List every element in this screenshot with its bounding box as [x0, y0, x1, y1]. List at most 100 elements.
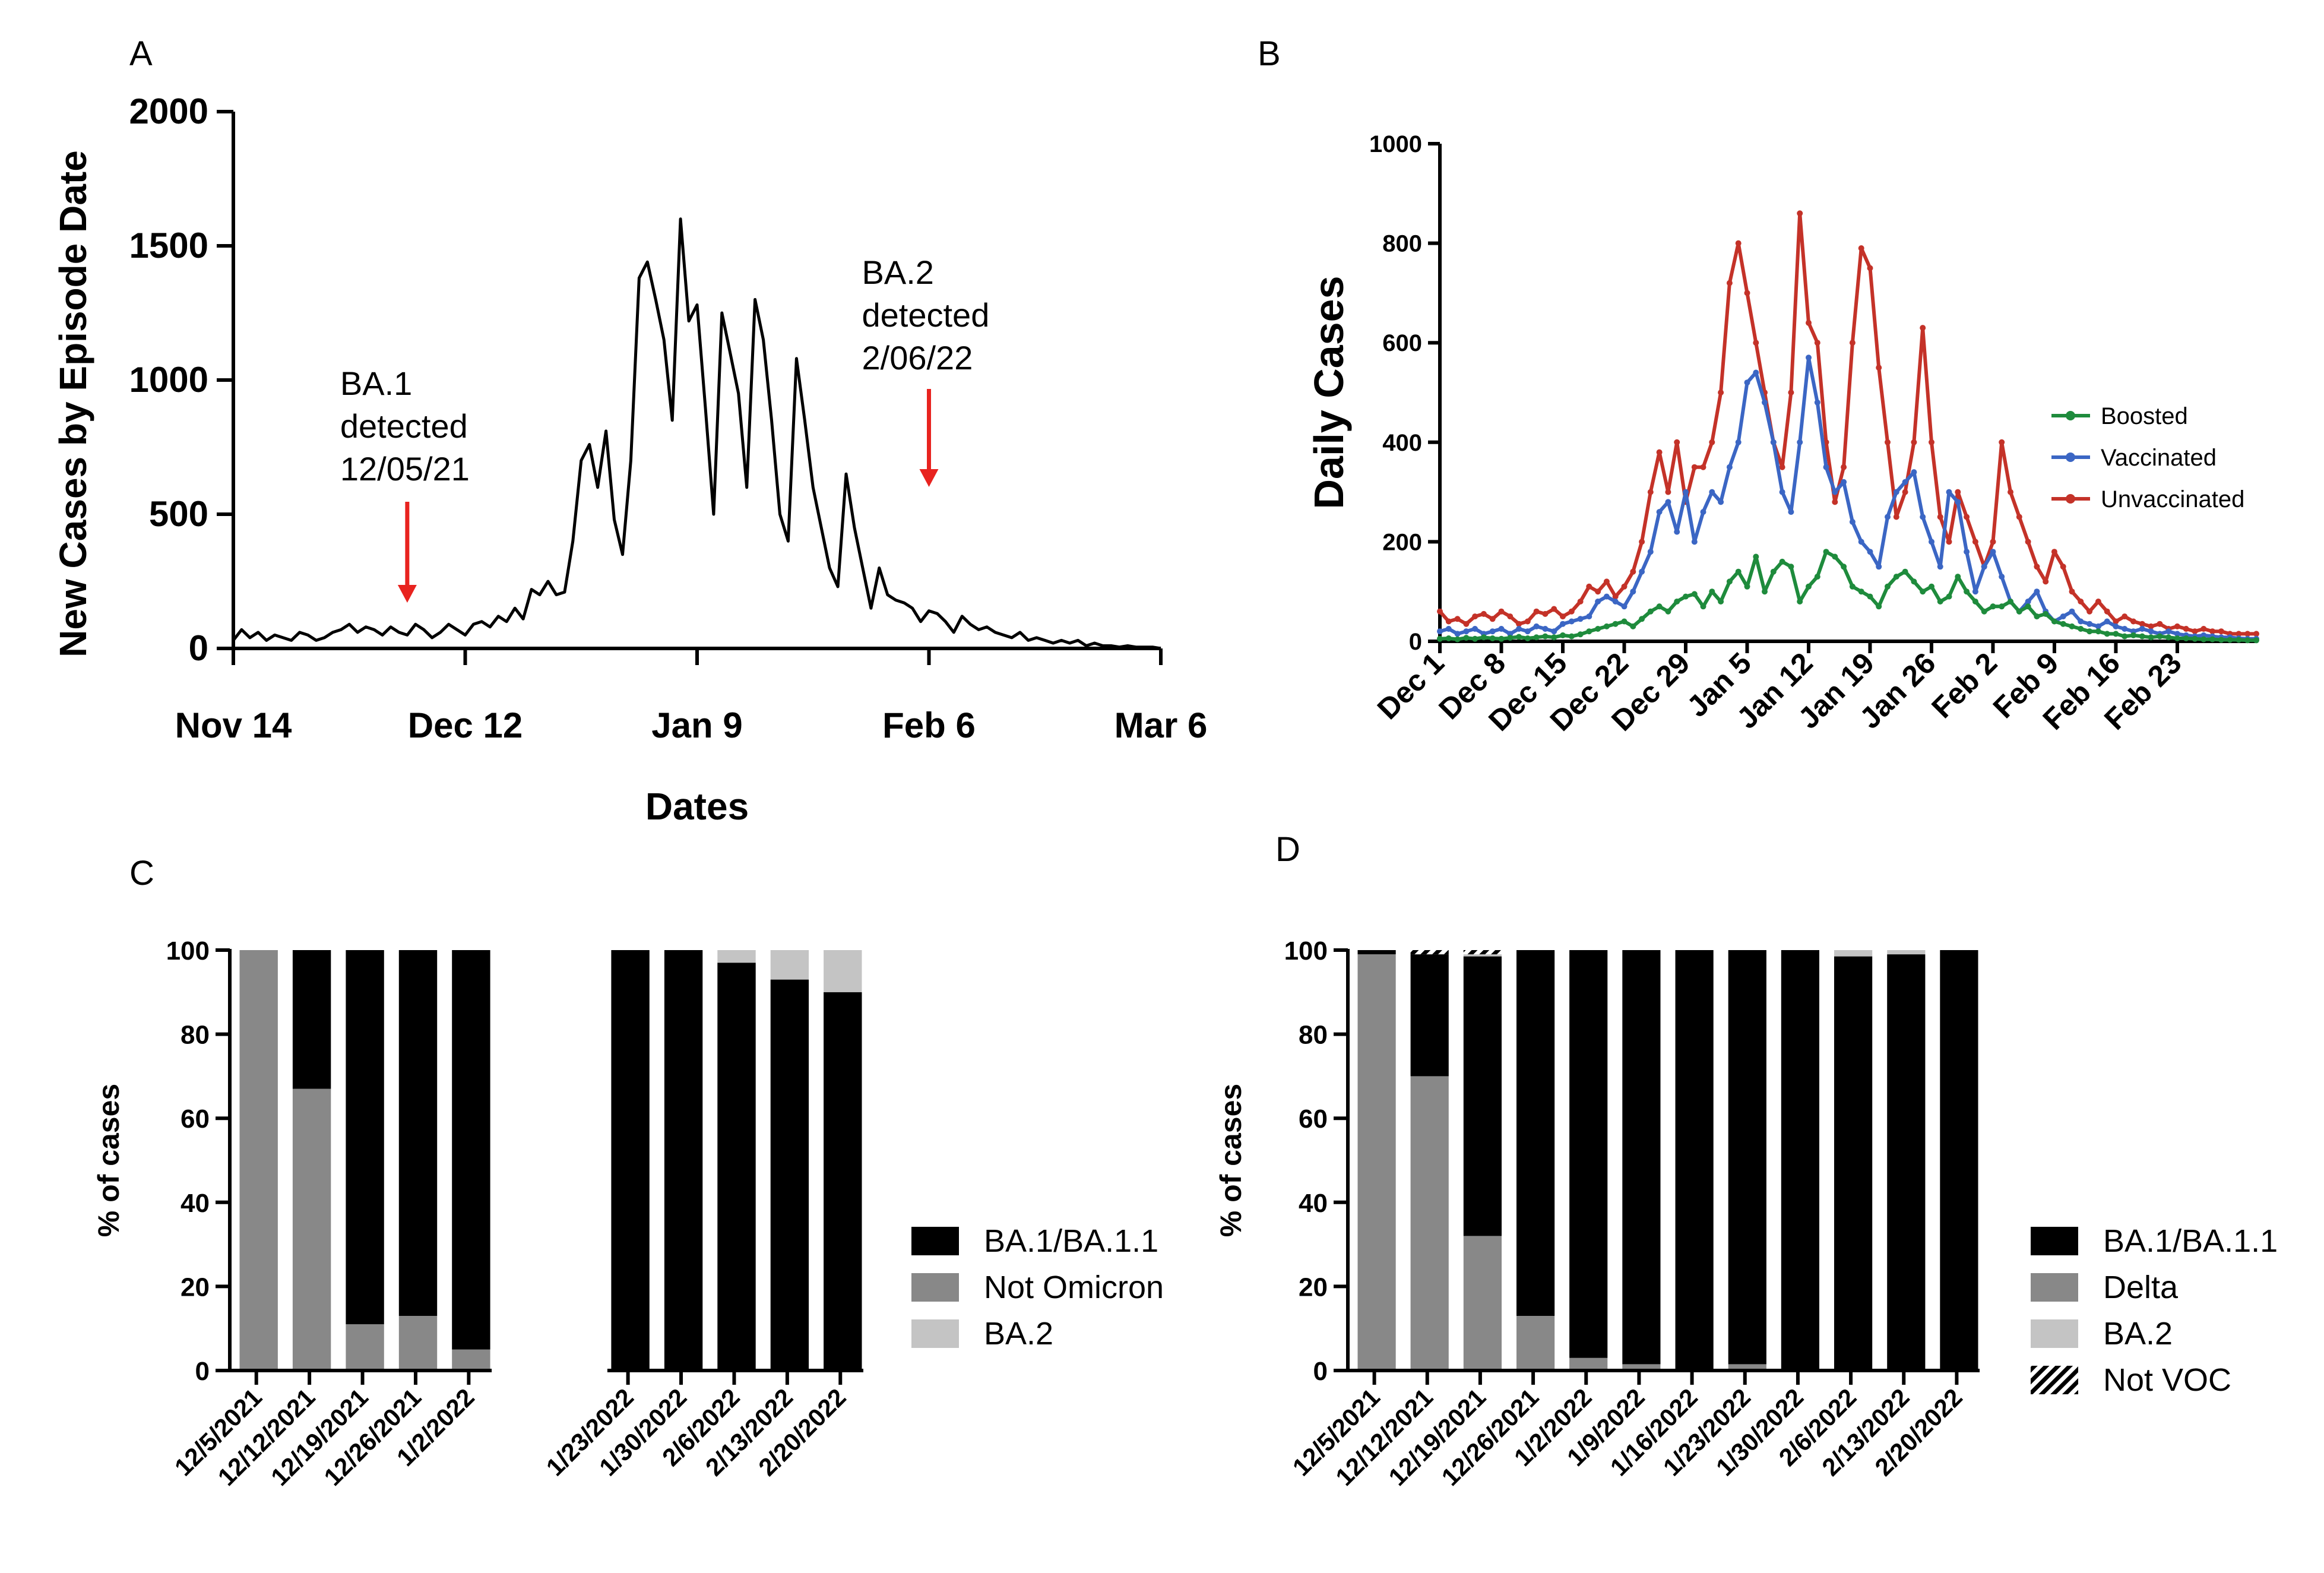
- legend-marker-unvaccinated: [2066, 494, 2075, 504]
- data-point-vaccinated: [1832, 489, 1838, 495]
- bar-segment-delta: [1357, 954, 1396, 1371]
- x-tick-label: Dec 1: [1371, 646, 1451, 726]
- data-point-vaccinated: [2078, 618, 2084, 625]
- data-point-unvaccinated: [1472, 613, 1478, 620]
- bar-segment-ba-2: [717, 950, 756, 963]
- data-point-unvaccinated: [2157, 621, 2163, 627]
- y-tick-label: 500: [149, 494, 208, 534]
- y-tick-label: 600: [1382, 330, 1422, 356]
- y-tick-label: 1000: [129, 360, 208, 400]
- bar-segment-ba-1-ba-1-1: [1781, 950, 1819, 1371]
- data-point-vaccinated: [1744, 379, 1750, 386]
- data-point-unvaccinated: [1867, 265, 1873, 271]
- data-point-unvaccinated: [1779, 464, 1785, 470]
- data-point-unvaccinated: [1955, 489, 1961, 495]
- data-point-vaccinated: [2095, 623, 2101, 629]
- data-point-unvaccinated: [1524, 618, 1531, 625]
- data-point-vaccinated: [2069, 608, 2075, 615]
- data-point-vaccinated: [1700, 509, 1706, 515]
- data-point-vaccinated: [1823, 464, 1829, 470]
- data-point-vaccinated: [1735, 439, 1742, 445]
- data-point-vaccinated: [1972, 588, 1978, 595]
- data-point-unvaccinated: [2034, 564, 2040, 570]
- data-point-vaccinated: [1718, 499, 1724, 505]
- data-point-vaccinated: [1920, 514, 1926, 520]
- data-point-boosted: [2165, 634, 2172, 641]
- data-point-vaccinated: [1893, 489, 1899, 495]
- data-point-boosted: [1507, 635, 1514, 641]
- bar-segment-ba-1-ba-1-1: [1357, 950, 1396, 955]
- data-point-unvaccinated: [1946, 539, 1952, 545]
- data-point-vaccinated: [1577, 616, 1584, 622]
- data-point-vaccinated: [1630, 588, 1636, 595]
- data-point-boosted: [1683, 593, 1689, 600]
- data-point-boosted: [2104, 631, 2110, 637]
- data-point-unvaccinated: [1630, 568, 1636, 575]
- data-point-boosted: [1885, 583, 1891, 590]
- bar-segment-not-voc: [1463, 950, 1502, 955]
- data-point-boosted: [1753, 553, 1759, 560]
- data-point-vaccinated: [1911, 469, 1917, 476]
- legend-label-delta: Delta: [2103, 1270, 2179, 1305]
- data-point-unvaccinated: [1876, 365, 1882, 371]
- y-tick-label: 2000: [129, 91, 208, 131]
- data-point-boosted: [1542, 633, 1549, 640]
- data-point-vaccinated: [1981, 564, 1987, 570]
- y-tick-label: 1000: [1369, 131, 1422, 157]
- data-point-vaccinated: [1929, 539, 1934, 545]
- data-point-unvaccinated: [2008, 489, 2013, 495]
- data-point-boosted: [1735, 568, 1742, 575]
- data-point-boosted: [1893, 574, 1899, 580]
- data-point-boosted: [2078, 626, 2084, 632]
- data-point-boosted: [1700, 603, 1706, 610]
- x-tick-label: Feb 6: [882, 705, 976, 745]
- data-point-unvaccinated: [2130, 618, 2136, 625]
- data-point-vaccinated: [1516, 626, 1522, 632]
- annotation-text: BA.2: [862, 254, 934, 291]
- bar-segment-delta: [1569, 1357, 1608, 1371]
- data-point-vaccinated: [1858, 539, 1864, 545]
- data-point-vaccinated: [1937, 564, 1943, 570]
- data-point-vaccinated: [1551, 628, 1557, 635]
- data-point-boosted: [1972, 599, 1978, 604]
- data-point-boosted: [1445, 635, 1452, 641]
- data-point-vaccinated: [1726, 464, 1733, 470]
- series-line-new-cases: [232, 217, 1161, 650]
- data-point-boosted: [1849, 583, 1856, 590]
- series-line-unvaccinated: [1438, 211, 2256, 636]
- data-point-boosted: [2060, 621, 2066, 627]
- data-point-vaccinated: [1683, 489, 1689, 495]
- annotation-text: 2/06/22: [862, 339, 973, 376]
- data-point-vaccinated: [2060, 613, 2066, 620]
- data-point-vaccinated: [2165, 628, 2172, 635]
- data-point-unvaccinated: [1929, 439, 1934, 445]
- data-point-boosted: [1454, 636, 1461, 643]
- data-point-boosted: [1744, 583, 1750, 590]
- legend-label-ba-1-ba-1-1: BA.1/BA.1.1: [984, 1223, 1158, 1259]
- data-point-vaccinated: [2104, 618, 2110, 625]
- bar-segment-ba-1-ba-1-1: [717, 963, 756, 1371]
- bar-segment-ba-1-ba-1-1: [1569, 950, 1608, 1358]
- x-tick-label: Jan 9: [651, 705, 742, 745]
- panel-label-c: C: [129, 854, 154, 892]
- data-point-unvaccinated: [1814, 340, 1820, 346]
- panel-label-a: A: [129, 34, 153, 73]
- data-point-boosted: [1498, 635, 1505, 642]
- annotation-text: 12/05/21: [340, 450, 470, 488]
- data-point-boosted: [1603, 623, 1610, 629]
- data-point-unvaccinated: [2095, 599, 2101, 604]
- data-point-vaccinated: [1946, 489, 1952, 495]
- data-point-boosted: [2043, 610, 2049, 617]
- data-point-vaccinated: [1770, 439, 1777, 445]
- data-point-boosted: [1955, 574, 1961, 580]
- data-point-boosted: [1586, 628, 1592, 635]
- bar-segment-ba-2: [1834, 950, 1873, 957]
- data-point-boosted: [1630, 623, 1636, 629]
- data-point-boosted: [1937, 599, 1943, 604]
- data-point-vaccinated: [1454, 631, 1461, 637]
- data-point-vaccinated: [1656, 509, 1663, 515]
- data-point-vaccinated: [1788, 509, 1794, 515]
- data-point-unvaccinated: [1489, 616, 1496, 622]
- bar-segment-ba-1-ba-1-1: [1675, 950, 1714, 1371]
- data-point-unvaccinated: [1972, 539, 1978, 545]
